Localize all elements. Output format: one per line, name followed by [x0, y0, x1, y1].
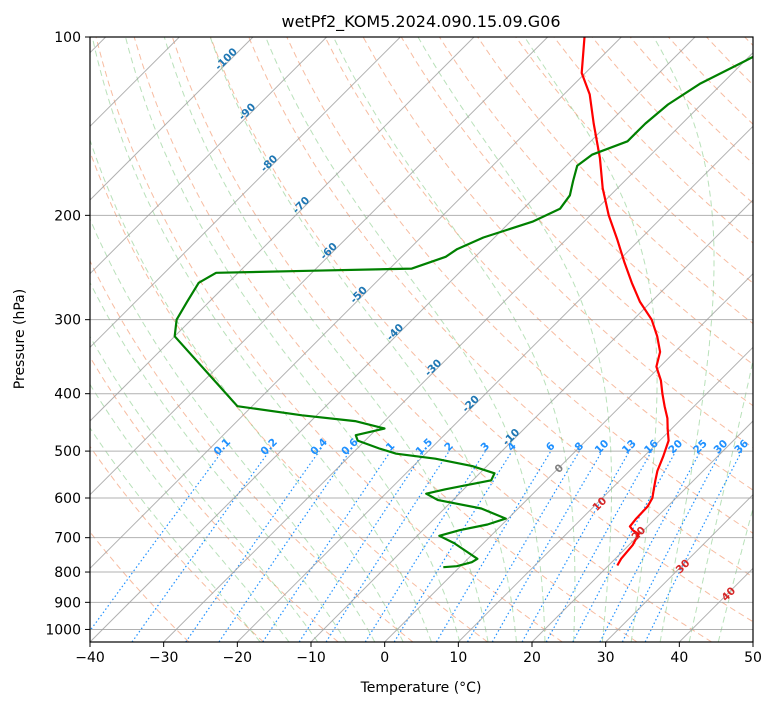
- x-tick-label: −30: [149, 650, 179, 666]
- dry-adiabat-line: [90, 259, 414, 642]
- moist-adiabat-line: [717, 506, 753, 642]
- dry-adiabat-line: [248, 37, 753, 578]
- moist-adiabat-line: [90, 217, 376, 642]
- isotherm-line: [90, 37, 622, 570]
- isotherm-line: [90, 37, 549, 496]
- plot-frame: [89, 36, 754, 643]
- mixing-ratio-line: [218, 450, 351, 642]
- mixing-ratio-line: [90, 450, 223, 632]
- isotherm-line: [90, 37, 254, 201]
- moist-adiabat-line: [90, 427, 261, 642]
- isotherm-line: [163, 51, 753, 642]
- x-tick-label: 30: [597, 650, 615, 666]
- x-tick-label: 40: [670, 650, 688, 666]
- x-tick-label: 0: [380, 650, 389, 666]
- mixing-ratio-line: [545, 450, 653, 642]
- y-tick-label: 700: [54, 531, 81, 547]
- x-axis-label: Temperature (°C): [360, 680, 482, 696]
- mixing-ratio-line: [572, 450, 677, 642]
- isotherm-line: [310, 199, 753, 642]
- dry-adiabat-line: [286, 37, 753, 534]
- mixing-ratio-line: [298, 450, 425, 642]
- isotherm-line: [605, 493, 753, 642]
- moist-adiabat-line: [90, 138, 404, 642]
- chart-title: wetPf2_KOM5.2024.090.15.09.G06: [281, 12, 560, 32]
- dry-adiabat-line: [90, 356, 339, 642]
- y-tick-label: 800: [54, 565, 81, 581]
- mixing-ratio-lines: [90, 450, 743, 642]
- x-tick-label: 20: [523, 650, 541, 666]
- dry-adiabat-line: [171, 37, 712, 642]
- isotherms: [90, 37, 753, 642]
- x-tick-label: 10: [449, 650, 467, 666]
- moist-adiabat-line: [90, 281, 347, 642]
- x-tick-label: −20: [223, 650, 253, 666]
- y-tick-label: 100: [54, 30, 81, 46]
- isotherm-line: [236, 125, 753, 642]
- y-tick-label: 600: [54, 491, 81, 507]
- x-tick-label: 50: [744, 650, 762, 666]
- moist-adiabat-line: [653, 37, 715, 642]
- moist-adiabat-line: [125, 37, 461, 642]
- isotherm-line: [531, 420, 753, 642]
- moist-adiabat-line: [332, 37, 576, 642]
- y-tick-label: 500: [54, 444, 81, 460]
- mixing-ratio-line: [262, 450, 392, 642]
- moist-adiabats: [90, 37, 753, 642]
- dry-adiabat-line: [210, 37, 753, 623]
- moist-adiabat-line: [90, 335, 319, 642]
- isotherm-line: [90, 37, 328, 275]
- y-tick-label: 400: [54, 387, 81, 403]
- mixing-ratio-line: [644, 450, 743, 642]
- dry-adiabat-line: [324, 37, 753, 491]
- y-axis-label: Pressure (hPa): [12, 289, 28, 389]
- mixing-ratio-line: [131, 450, 270, 642]
- moist-adiabat-line: [209, 37, 517, 642]
- mixing-ratio-line: [393, 450, 513, 642]
- profile-lines: [173, 37, 753, 569]
- moist-adiabat-line: [688, 358, 753, 642]
- dry-adiabat-line: [515, 37, 753, 284]
- x-tick-label: −40: [75, 650, 105, 666]
- moist-adiabat-line: [524, 37, 658, 642]
- isotherm-line: [90, 37, 475, 422]
- moist-adiabat-line: [417, 37, 612, 642]
- dry-adiabat-line: [90, 445, 264, 642]
- isotherm-line: [457, 346, 753, 642]
- mixing-ratio-line: [185, 450, 320, 642]
- isotherm-line: [90, 37, 401, 349]
- y-axis-ticks: 100 200 300 400 500 600 700 800 900 1000: [45, 30, 90, 638]
- plot-area: -100-90-80-70-60-50-40-30-20-100.1 0.2 0.4…: [90, 37, 753, 642]
- moist-adiabat-line: [265, 37, 546, 642]
- x-axis-ticks: −40 −30 −20 −10 0 10 20 30 40 50: [75, 642, 762, 666]
- y-tick-label: 1000: [45, 622, 81, 638]
- isotherm-line: [90, 37, 696, 642]
- moist-adiabat-line: [90, 383, 290, 642]
- y-tick-label: 900: [54, 595, 81, 611]
- isotherm-line: [384, 272, 753, 642]
- moist-adiabat-line: [91, 37, 432, 642]
- mixing-ratio-line: [325, 450, 450, 642]
- temperature-profile-line: [580, 37, 670, 567]
- y-tick-label: 200: [54, 208, 81, 224]
- moist-adiabat-line: [163, 37, 489, 642]
- pressure-gridlines: [90, 37, 753, 630]
- mixing-ratio-line: [521, 450, 631, 642]
- y-tick-label: 300: [54, 313, 81, 329]
- dewpoint-profile-line: [173, 55, 753, 569]
- x-tick-label: −10: [296, 650, 326, 666]
